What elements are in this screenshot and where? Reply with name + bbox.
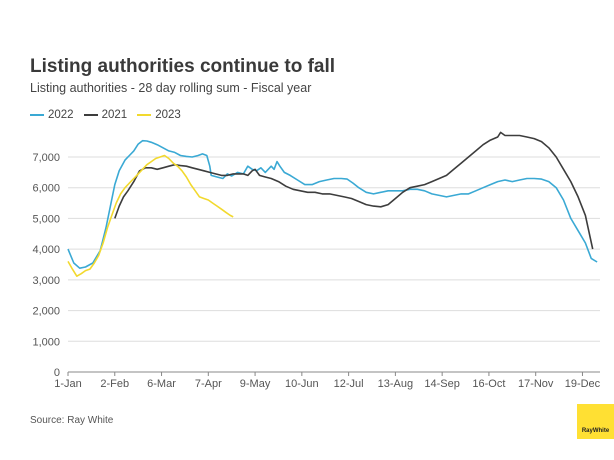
legend-label-2021: 2021 [101, 109, 128, 121]
x-tick-label-8: 14-Sep [424, 378, 459, 390]
source-note: Source: Ray White [30, 415, 114, 426]
y-tick-label-6000: 6,000 [32, 183, 60, 195]
legend-swatch-2023 [137, 114, 152, 116]
series-line-2022 [67, 139, 598, 269]
legend-item-2021: 2021 [83, 109, 128, 121]
x-tick-label-4: 9-May [240, 378, 271, 390]
x-tick-label-5: 10-Jun [285, 378, 319, 390]
ray-white-logo: RayWhite [577, 404, 614, 439]
chart-title: Listing authorities continue to fall [30, 56, 336, 77]
legend: 2022 2021 2023 [30, 108, 191, 122]
x-tick-label-10: 17-Nov [518, 378, 554, 390]
series-line-2021 [114, 131, 594, 250]
y-tick-label-7000: 7,000 [32, 152, 60, 164]
y-tick-label-0: 0 [54, 367, 60, 379]
legend-label-2022: 2022 [48, 109, 74, 121]
legend-swatch-2022 [30, 114, 44, 116]
x-tick-label-3: 7-Apr [195, 378, 222, 390]
legend-item-2023: 2023 [137, 109, 181, 121]
y-tick-label-5000: 5,000 [32, 213, 60, 225]
x-tick-label-1: 2-Feb [100, 378, 129, 390]
x-tick-label-9: 16-Oct [472, 378, 505, 390]
x-tick-label-11: 19-Dec [565, 378, 601, 390]
y-tick-label-1000: 1,000 [32, 336, 60, 348]
x-tick-label-2: 6-Mar [147, 378, 176, 390]
legend-item-2022: 2022 [30, 109, 74, 121]
y-tick-label-3000: 3,000 [32, 275, 60, 287]
legend-swatch-2021 [83, 114, 98, 116]
x-tick-label-0: 1-Jan [54, 378, 82, 390]
logo-text: RayWhite [581, 428, 610, 434]
y-tick-label-4000: 4,000 [32, 244, 60, 256]
x-tick-label-6: 12-Jul [334, 378, 364, 390]
legend-label-2023: 2023 [155, 109, 181, 121]
chart-subtitle: Listing authorities - 28 day rolling sum… [30, 81, 312, 95]
x-tick-label-7: 13-Aug [378, 378, 413, 390]
y-tick-label-2000: 2,000 [32, 306, 60, 318]
series-line-2023 [67, 154, 234, 277]
